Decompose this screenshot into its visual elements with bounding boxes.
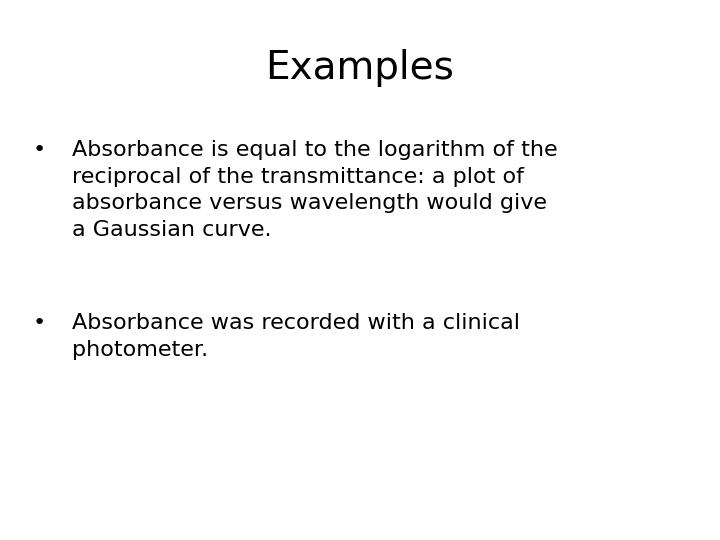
Text: •: • bbox=[33, 140, 46, 160]
Text: Absorbance is equal to the logarithm of the
reciprocal of the transmittance: a p: Absorbance is equal to the logarithm of … bbox=[72, 140, 557, 240]
Text: Examples: Examples bbox=[266, 49, 454, 86]
Text: •: • bbox=[33, 313, 46, 333]
Text: Absorbance was recorded with a clinical
photometer.: Absorbance was recorded with a clinical … bbox=[72, 313, 520, 360]
